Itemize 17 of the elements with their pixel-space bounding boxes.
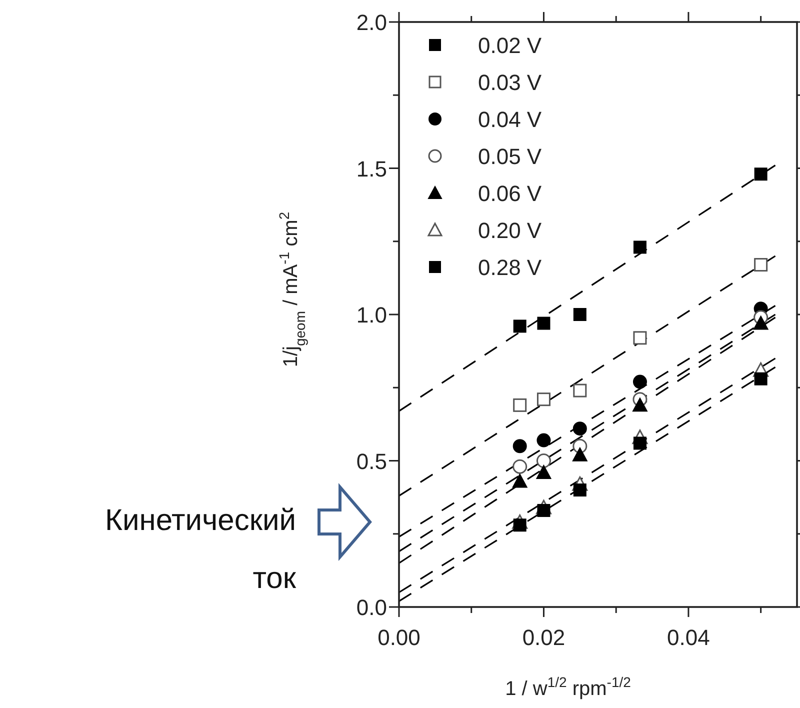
- x-tick-label: 0.00: [378, 625, 420, 650]
- text: Кинетический ток: [105, 504, 297, 595]
- y-tick-label: 0.5: [356, 448, 387, 474]
- x-tick-label: 0.04: [667, 625, 710, 650]
- legend-label: 0.05 V: [478, 144, 542, 169]
- legend-label: 0.20 V: [478, 218, 542, 243]
- x-axis-title: 1 / w$^{1/2}$ rpm$^{-1/2}$: [505, 674, 632, 700]
- x-tick-label: 0.02: [522, 625, 566, 650]
- legend-label: 0.04 V: [478, 107, 542, 132]
- y-tick-label: 1.0: [356, 302, 387, 328]
- legend-label: 0.02 V: [478, 33, 542, 58]
- y-tick-label: 0.0: [356, 595, 387, 620]
- legend-label: 0.06 V: [478, 181, 542, 206]
- y-tick-label: 2.0: [356, 10, 387, 35]
- legend-label: 0.03 V: [478, 70, 542, 95]
- y-tick-label: 1.5: [356, 156, 387, 182]
- legend-label: 0.28 V: [478, 255, 542, 280]
